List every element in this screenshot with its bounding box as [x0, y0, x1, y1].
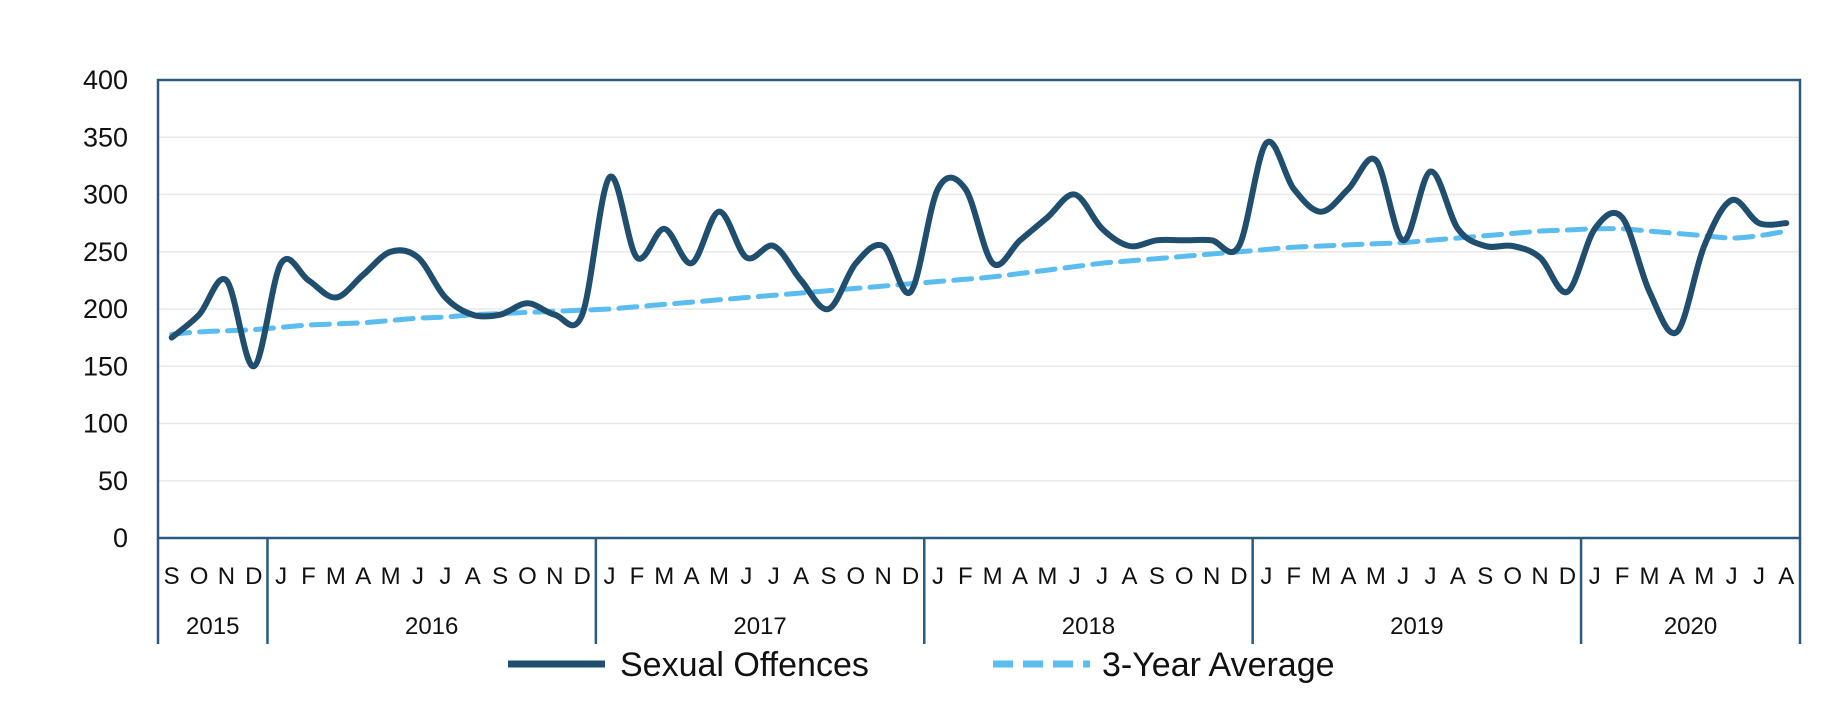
month-label: J [1753, 563, 1765, 590]
month-label: J [275, 563, 287, 590]
month-label: M [1639, 563, 1659, 590]
month-label: M [1694, 563, 1714, 590]
month-label: O [518, 563, 537, 590]
month-label: M [326, 563, 346, 590]
month-label: N [218, 563, 235, 590]
month-label: M [1366, 563, 1386, 590]
y-tick-label: 300 [83, 180, 128, 210]
month-label: O [847, 563, 866, 590]
month-label: A [465, 563, 481, 590]
month-label: S [492, 563, 508, 590]
month-label: O [190, 563, 209, 590]
month-label: F [301, 563, 316, 590]
axes [156, 78, 1802, 540]
month-label: A [1012, 563, 1028, 590]
month-label: J [604, 563, 616, 590]
month-label: A [1669, 563, 1685, 590]
month-label: A [1778, 563, 1794, 590]
month-label: F [958, 563, 973, 590]
month-label: N [546, 563, 563, 590]
y-tick-label: 200 [83, 294, 128, 324]
month-label: M [1037, 563, 1057, 590]
month-label: O [1503, 563, 1522, 590]
month-label: J [768, 563, 780, 590]
month-label: J [1069, 563, 1081, 590]
gridlines [158, 79, 1800, 482]
month-label: J [1096, 563, 1108, 590]
month-label: S [1149, 563, 1165, 590]
y-tick-label: 150 [83, 351, 128, 381]
year-label: 2017 [733, 613, 786, 640]
month-label: J [1589, 563, 1601, 590]
legend-label-sexual-offences: Sexual Offences [620, 646, 869, 684]
month-label: A [684, 563, 700, 590]
month-label: O [1175, 563, 1194, 590]
month-label: A [793, 563, 809, 590]
series-line-3-year-average [169, 226, 1789, 337]
y-tick-label: 100 [83, 409, 128, 439]
y-tick-label: 400 [83, 65, 128, 95]
month-label: M [654, 563, 674, 590]
month-label: N [875, 563, 892, 590]
plot-frame [156, 78, 1802, 540]
month-label: D [245, 563, 262, 590]
year-label: 2019 [1390, 613, 1443, 640]
month-label: S [1477, 563, 1493, 590]
year-label: 2016 [405, 613, 458, 640]
month-label: M [381, 563, 401, 590]
month-label: J [1726, 563, 1738, 590]
month-label: D [902, 563, 919, 590]
x-axis-year-labels: 2015 2016 2017 2018 2019 2020 [156, 538, 1802, 644]
y-axis-ticks: 0 50 100 150 200 250 300 350 400 [83, 65, 128, 553]
month-label: A [1122, 563, 1138, 590]
month-label: J [740, 563, 752, 590]
month-label: J [1260, 563, 1272, 590]
legend-label-3-year-average: 3-Year Average [1102, 646, 1335, 684]
month-label: A [355, 563, 371, 590]
year-label: 2020 [1664, 613, 1717, 640]
month-label: F [1615, 563, 1630, 590]
y-tick-label: 0 [113, 523, 128, 553]
month-label: J [932, 563, 944, 590]
month-label: F [1286, 563, 1301, 590]
series [168, 138, 1790, 370]
y-tick-label: 50 [98, 466, 128, 496]
month-label: S [820, 563, 836, 590]
month-label: A [1450, 563, 1466, 590]
month-label: N [1203, 563, 1220, 590]
legend: Sexual Offences 3-Year Average [508, 646, 1335, 684]
y-tick-label: 250 [83, 237, 128, 267]
month-label: D [1230, 563, 1247, 590]
month-label: J [439, 563, 451, 590]
month-label: D [1559, 563, 1576, 590]
month-label: M [1311, 563, 1331, 590]
month-label: S [164, 563, 180, 590]
month-label: M [983, 563, 1003, 590]
month-label: M [709, 563, 729, 590]
year-label: 2015 [186, 613, 239, 640]
month-label: J [1397, 563, 1409, 590]
month-label: A [1340, 563, 1356, 590]
series-line-sexual-offences [168, 138, 1790, 370]
month-label: D [574, 563, 591, 590]
month-label: N [1531, 563, 1548, 590]
month-label: F [630, 563, 645, 590]
year-label: 2018 [1062, 613, 1115, 640]
y-tick-label: 350 [83, 122, 128, 152]
month-label: J [1425, 563, 1437, 590]
month-label: J [412, 563, 424, 590]
